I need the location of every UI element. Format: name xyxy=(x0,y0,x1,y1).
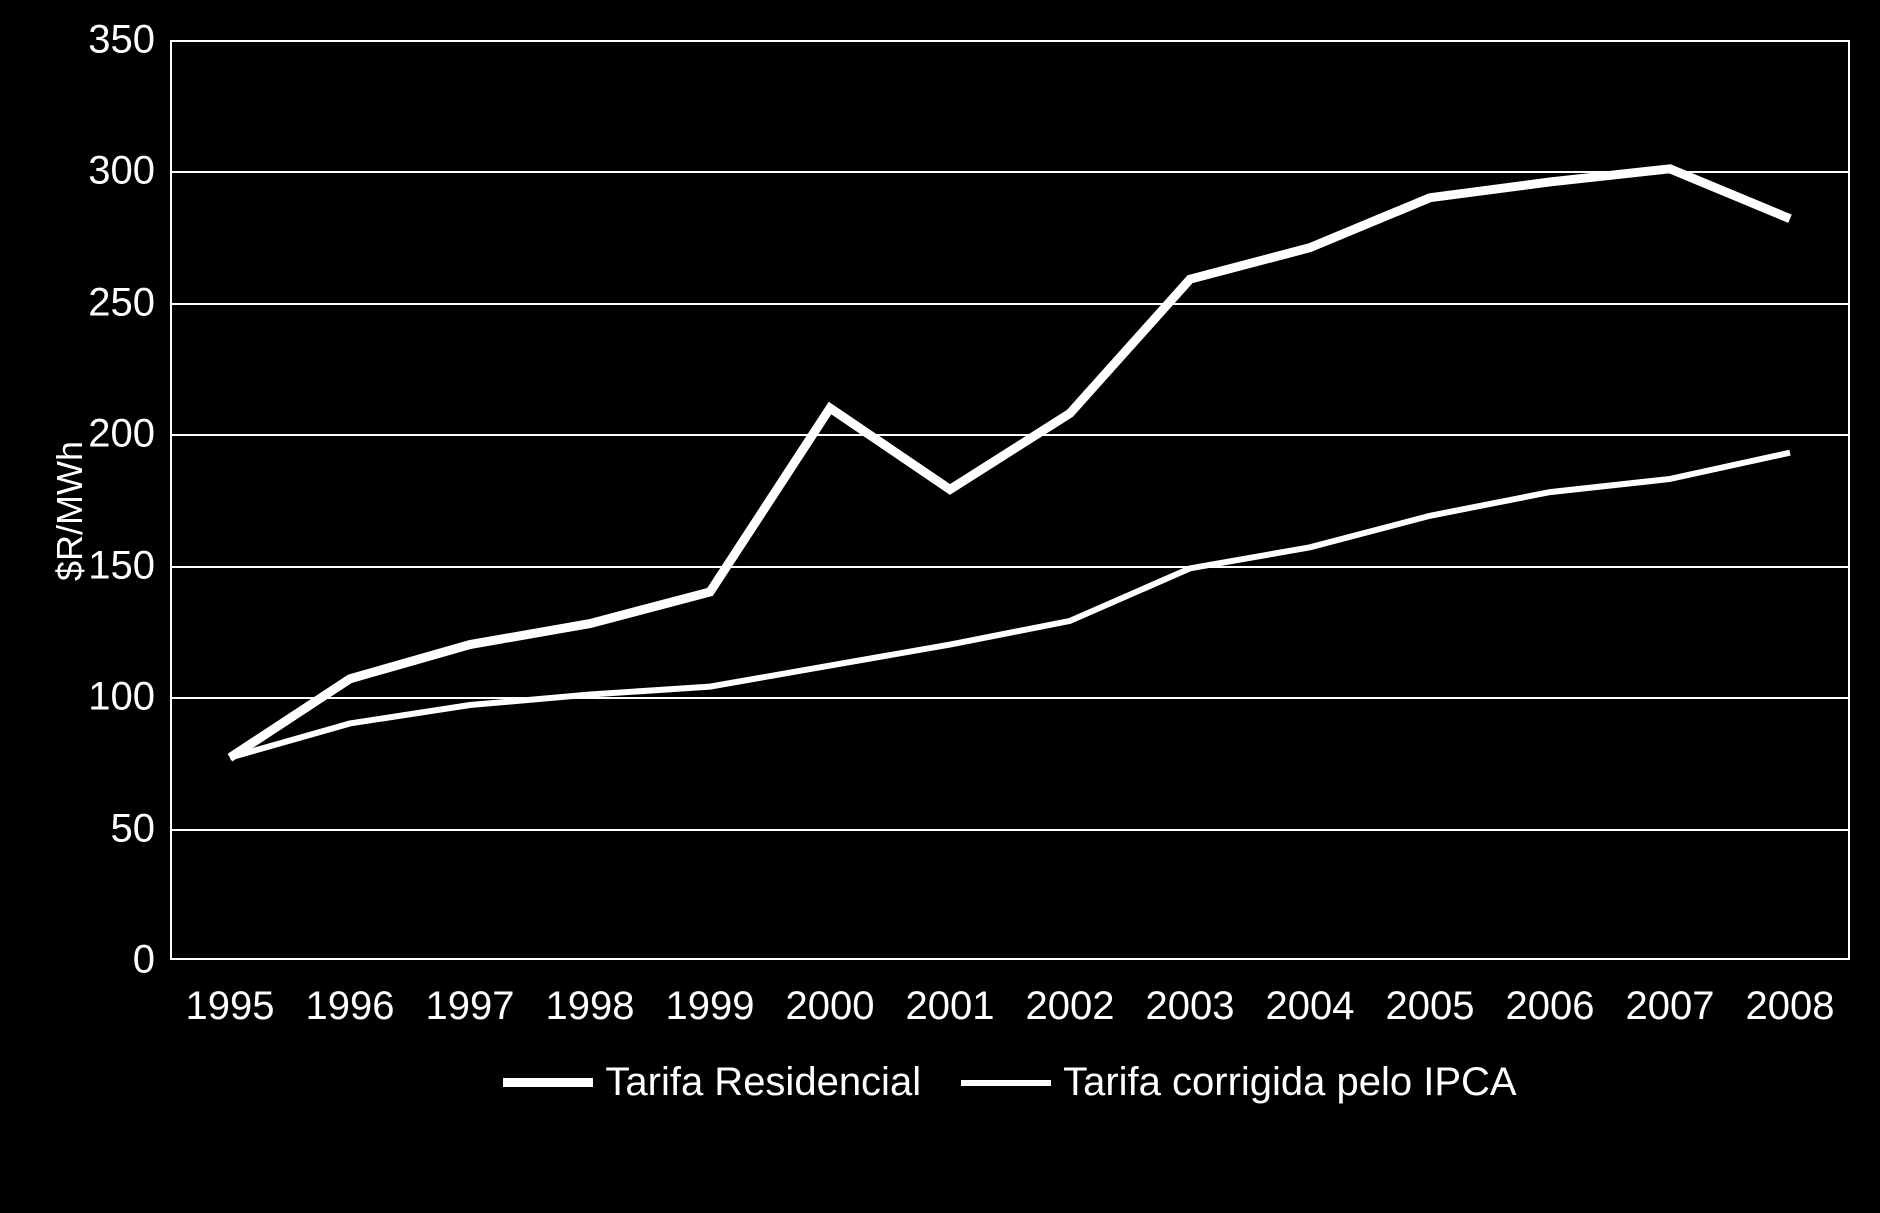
legend-label-ipca: Tarifa corrigida pelo IPCA xyxy=(1063,1060,1517,1105)
legend-item-residencial: Tarifa Residencial xyxy=(503,1060,921,1105)
series-line-0 xyxy=(230,169,1790,758)
line-chart: $R/MWh 050100150200250300350 19951996199… xyxy=(0,0,1880,1213)
legend: Tarifa Residencial Tarifa corrigida pelo… xyxy=(170,1060,1850,1105)
legend-swatch-ipca xyxy=(961,1080,1051,1086)
chart-lines xyxy=(0,0,1880,1213)
legend-item-ipca: Tarifa corrigida pelo IPCA xyxy=(961,1060,1517,1105)
legend-swatch-residencial xyxy=(503,1078,593,1087)
legend-label-residencial: Tarifa Residencial xyxy=(605,1060,921,1105)
series-line-1 xyxy=(230,453,1790,758)
